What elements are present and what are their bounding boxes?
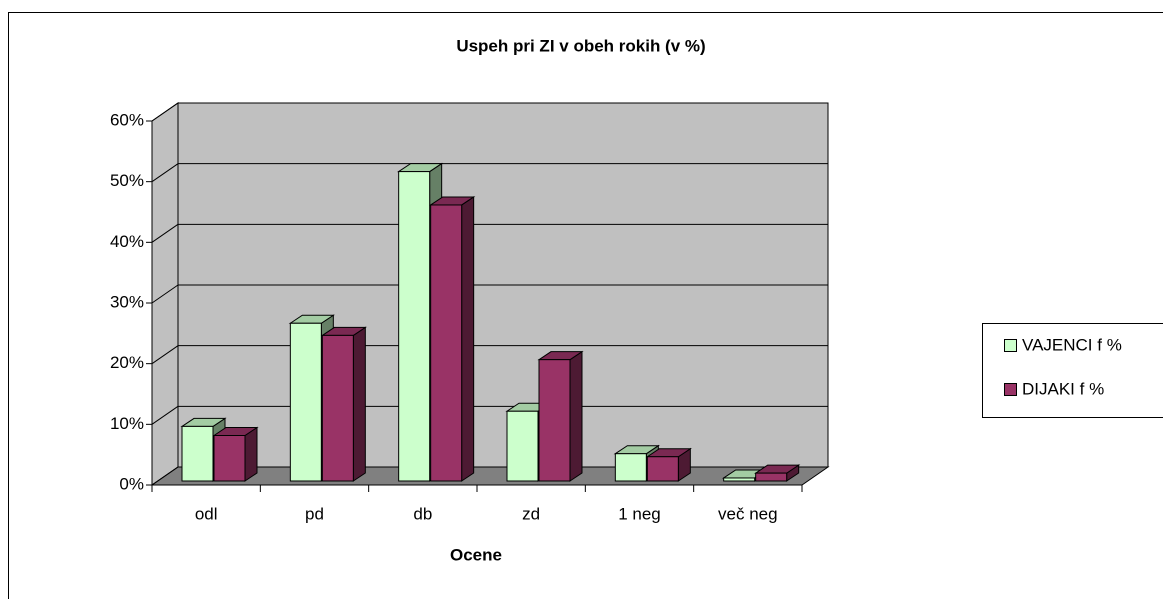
legend-swatch bbox=[1004, 339, 1017, 352]
bar-side bbox=[461, 196, 475, 482]
bar bbox=[213, 435, 246, 482]
grid-line-side bbox=[151, 284, 179, 304]
y-tick-label: 0% bbox=[119, 474, 144, 493]
bar bbox=[289, 322, 322, 482]
legend-label: VAJENCI f % bbox=[1022, 335, 1122, 354]
grid-line-side bbox=[151, 102, 179, 122]
chart-title: Uspeh pri ZI v obeh rokih (v %) bbox=[456, 36, 705, 55]
legend-label: DIJAKI f % bbox=[1022, 379, 1104, 398]
bar bbox=[538, 359, 571, 482]
y-tick-label: 30% bbox=[110, 292, 144, 311]
grid-line-side bbox=[151, 345, 179, 365]
y-tick-label: 20% bbox=[110, 353, 144, 372]
legend-swatch bbox=[1004, 383, 1017, 396]
x-tick-label: pd bbox=[305, 504, 324, 523]
grid-line-side bbox=[151, 466, 179, 486]
y-tick-label: 10% bbox=[110, 414, 144, 433]
x-tick-label: odl bbox=[195, 504, 218, 523]
bar-side bbox=[569, 350, 583, 482]
bar bbox=[646, 456, 679, 482]
bar bbox=[614, 453, 647, 482]
y-tick-label: 40% bbox=[110, 232, 144, 251]
bar bbox=[398, 171, 431, 482]
grid-line-side bbox=[151, 163, 179, 183]
x-tick-label: 1 neg bbox=[618, 504, 661, 523]
x-tick-label: več neg bbox=[718, 504, 778, 523]
bar bbox=[181, 425, 214, 482]
x-tick-label: db bbox=[413, 504, 432, 523]
bar-side bbox=[244, 426, 258, 482]
y-tick-label: 50% bbox=[110, 171, 144, 190]
grid-line-side bbox=[151, 223, 179, 243]
bar bbox=[506, 410, 539, 482]
bar bbox=[430, 204, 463, 482]
bar-side bbox=[352, 326, 366, 482]
bar bbox=[723, 477, 756, 482]
y-tick-label: 60% bbox=[110, 110, 144, 129]
grid-line-side bbox=[151, 405, 179, 425]
bar bbox=[321, 334, 354, 482]
x-axis-label: Ocene bbox=[450, 545, 502, 564]
x-tick-label: zd bbox=[522, 504, 540, 523]
bar bbox=[755, 472, 788, 482]
